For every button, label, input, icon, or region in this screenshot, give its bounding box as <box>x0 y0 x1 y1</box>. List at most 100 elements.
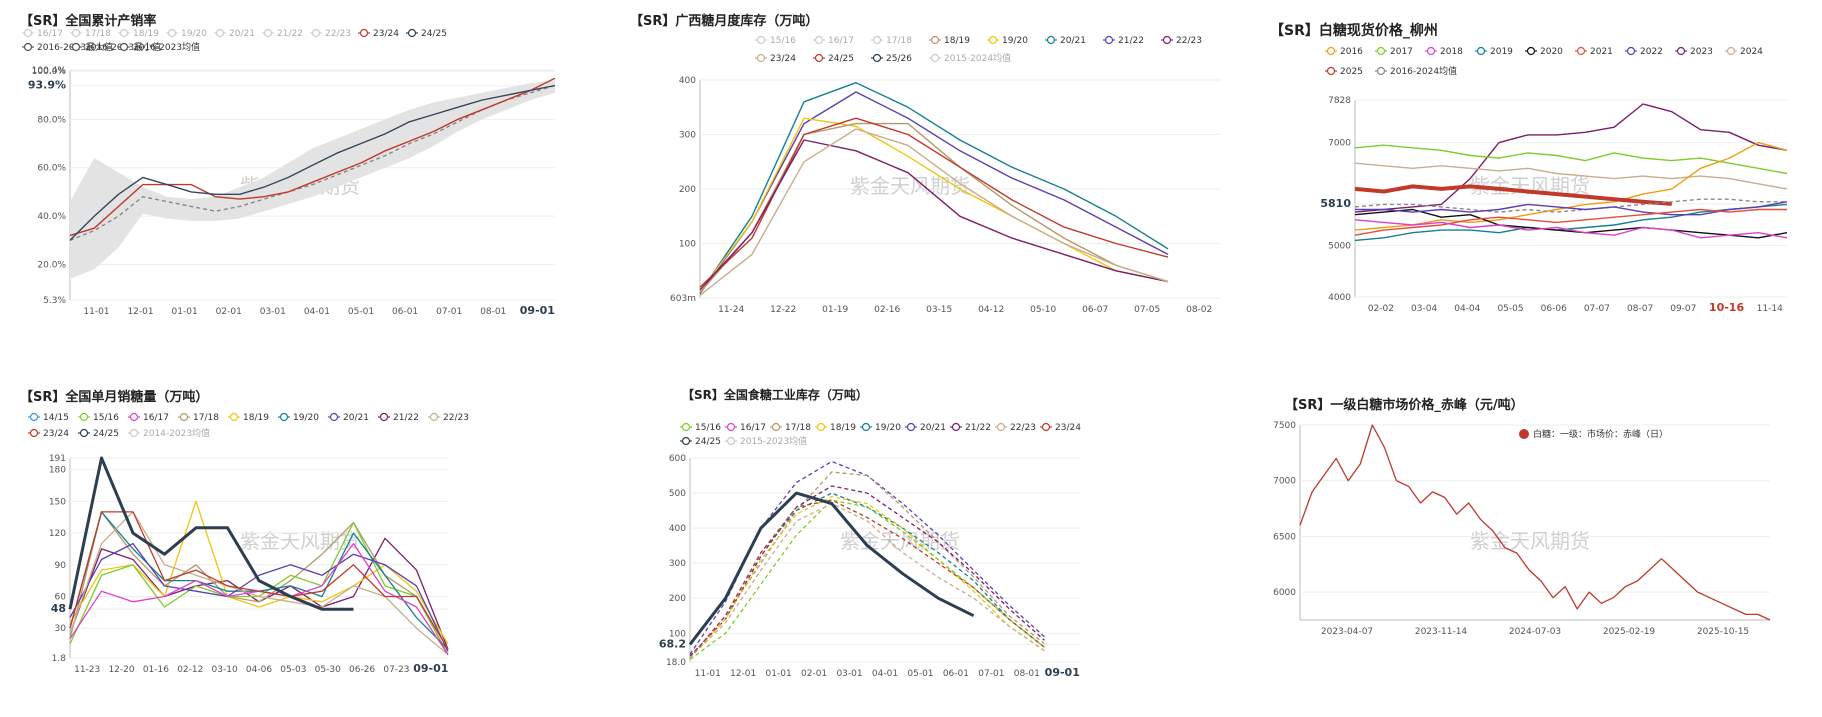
legend-item[interactable]: 17/18 <box>871 35 912 46</box>
legend-label: 20/21 <box>229 29 255 39</box>
legend-item[interactable]: 2017 <box>1375 46 1413 57</box>
x-tick-label: 11-01 <box>695 669 721 679</box>
legend-label: 2022 <box>1640 47 1663 57</box>
legend-item[interactable]: 22/23 <box>995 422 1036 433</box>
legend-marker <box>726 436 736 446</box>
x-tick-label: 03-15 <box>926 305 952 315</box>
legend-item[interactable]: 16/17 <box>813 35 854 46</box>
legend-label: 2016 <box>1340 47 1363 57</box>
legend-item[interactable]: 19/20 <box>166 28 207 39</box>
legend-marker <box>681 436 691 446</box>
legend-item[interactable]: 18/19 <box>929 35 970 46</box>
series-line <box>689 499 1045 659</box>
series-line <box>69 84 556 241</box>
legend-item[interactable]: 16/17 <box>128 412 169 423</box>
legend-item[interactable]: 15/16 <box>680 422 721 433</box>
legend-item[interactable]: 18/19 <box>228 412 269 423</box>
legend-item[interactable]: 20/21 <box>905 422 946 433</box>
chart-cumulative-sales-rate: 5.3% 20.0% 40.0% 60.0% 80.0% 93.9% 100.0%100.4… <box>22 28 556 317</box>
legend-item[interactable]: 22/23 <box>428 412 469 423</box>
legend-item[interactable]: 2020 <box>1525 46 1563 57</box>
legend-item[interactable]: 19/20 <box>278 412 319 423</box>
legend-marker <box>71 28 81 38</box>
legend-item[interactable]: 2023 <box>1675 46 1713 57</box>
legend-label: 16/17 <box>37 29 63 39</box>
legend-marker <box>1519 429 1529 439</box>
x-tick-label: 08-02 <box>1186 305 1212 315</box>
legend-label: 21/22 <box>277 29 303 39</box>
legend-label: 15/16 <box>695 423 721 433</box>
y-tick-label: 1.8 <box>52 654 67 664</box>
legend-marker <box>215 28 225 38</box>
legend-item[interactable]: 23/24 <box>755 53 796 64</box>
legend-item[interactable]: 18/19 <box>118 28 159 39</box>
legend-item[interactable]: 22/23 <box>310 28 351 39</box>
legend-item[interactable]: 2018 <box>1425 46 1463 57</box>
legend-item[interactable]: 20/21 <box>1045 35 1086 46</box>
legend-item[interactable]: 2025 <box>1325 66 1363 77</box>
legend-item[interactable]: 2016-2024均值 <box>1375 65 1457 77</box>
legend-item[interactable]: 19/20 <box>987 35 1028 46</box>
legend-item[interactable]: 19/20 <box>860 422 901 433</box>
legend-item[interactable]: 20/21 <box>214 28 255 39</box>
legend-label: 2015-2024均值 <box>944 52 1011 64</box>
legend-item[interactable]: 21/22 <box>262 28 303 39</box>
legend-item[interactable]: 2016 <box>1325 46 1363 57</box>
legend-item[interactable]: 17/18 <box>70 28 111 39</box>
legend-marker <box>229 412 239 422</box>
legend-marker <box>129 428 139 438</box>
legend-item[interactable]: 2019 <box>1475 46 1513 57</box>
legend-item[interactable]: 24/25 <box>78 428 119 439</box>
series-line <box>68 456 354 611</box>
y-tick-label: 6500 <box>1273 532 1296 542</box>
legend-marker <box>359 28 369 38</box>
legend-item[interactable]: 17/18 <box>178 412 219 423</box>
legend-item[interactable]: 23/24 <box>1040 422 1081 433</box>
legend-item[interactable]: 2016-2023均值 <box>118 41 200 53</box>
legend-item[interactable]: 2022 <box>1625 46 1663 57</box>
legend-item[interactable]: 白糖：一级：市场价：赤峰（日） <box>1519 428 1668 440</box>
legend-label: 22/23 <box>1010 423 1036 433</box>
legend-item[interactable]: 21/22 <box>950 422 991 433</box>
x-tick-label: 06-07 <box>1082 305 1108 315</box>
legend-item[interactable]: 16/17 <box>22 28 63 39</box>
legend-item[interactable]: 20/21 <box>328 412 369 423</box>
x-tick-label: 12-22 <box>770 305 796 315</box>
legend-item[interactable]: 14/15 <box>28 412 69 423</box>
legend-item[interactable]: 2021 <box>1575 46 1613 57</box>
legend-item[interactable]: 21/22 <box>378 412 419 423</box>
legend-item[interactable]: 18/19 <box>815 422 856 433</box>
legend-item[interactable]: 2015-2023均值 <box>725 435 807 447</box>
legend-item[interactable]: 15/16 <box>78 412 119 423</box>
legend-item[interactable]: 2014-2023均值 <box>128 427 210 439</box>
legend-item[interactable]: 17/18 <box>770 422 811 433</box>
legend-item[interactable]: 23/24 <box>28 428 69 439</box>
legend-marker <box>816 422 826 432</box>
x-tick-label: 05-01 <box>348 307 374 317</box>
x-tick-label: 03-10 <box>212 665 238 675</box>
panel-industrial-inventory: 【SR】全国食糖工业库存（万吨） 紫金天风期货 18.0 68.2 100 200 30… <box>620 370 1220 717</box>
legend-label: 2021 <box>1590 47 1613 57</box>
series-line <box>69 77 556 237</box>
legend-item[interactable]: 24/25 <box>406 28 447 39</box>
legend-item[interactable]: 2015-2024均值 <box>929 52 1011 64</box>
legend-marker <box>1676 46 1686 56</box>
legend-item[interactable]: 22/23 <box>1161 35 1202 46</box>
legend-item[interactable]: 24/25 <box>680 436 721 447</box>
chart-liuzhou-spot-price: 4000 5000 5810 7000 7828 02-02 03-04 04-04 05-05… <box>1320 46 1788 314</box>
x-tick-label: 05-05 <box>1497 304 1523 314</box>
series-line <box>1354 219 1788 239</box>
legend-item[interactable]: 24/25 <box>813 53 854 64</box>
legend-item[interactable]: 23/24 <box>358 28 399 39</box>
series-line <box>699 117 1169 292</box>
legend-marker <box>951 422 961 432</box>
legend-item[interactable]: 15/16 <box>755 35 796 46</box>
legend-item[interactable]: 25/26 <box>871 53 912 64</box>
legend-item[interactable]: 21/22 <box>1103 35 1144 46</box>
chart-title: 【SR】一级白糖市场价格_赤峰（元/吨） <box>1285 398 1524 413</box>
legend-item[interactable]: 16/17 <box>725 422 766 433</box>
legend-item[interactable]: 2024 <box>1725 46 1763 57</box>
x-tick-label: 06-01 <box>943 669 969 679</box>
y-tick-label: 90 <box>55 561 67 571</box>
legend-label: 20/21 <box>920 423 946 433</box>
